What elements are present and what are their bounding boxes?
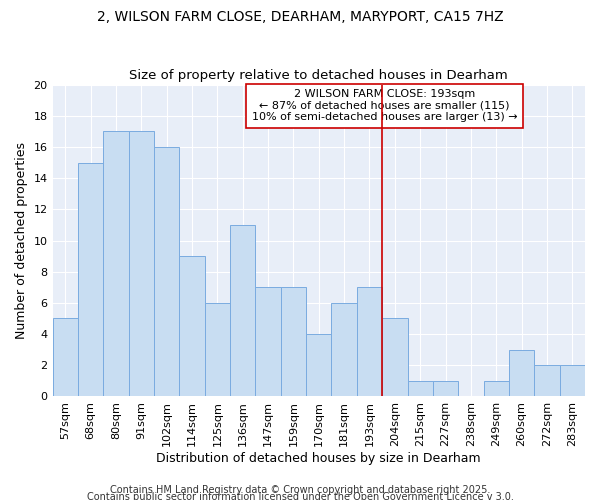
Bar	[179, 256, 205, 396]
Bar	[128, 132, 154, 396]
Bar	[433, 381, 458, 396]
Bar	[509, 350, 534, 397]
Bar	[103, 132, 128, 396]
Bar	[256, 288, 281, 397]
Bar	[78, 162, 103, 396]
Text: 2 WILSON FARM CLOSE: 193sqm
← 87% of detached houses are smaller (115)
10% of se: 2 WILSON FARM CLOSE: 193sqm ← 87% of det…	[252, 89, 518, 122]
Text: Contains public sector information licensed under the Open Government Licence v : Contains public sector information licen…	[86, 492, 514, 500]
X-axis label: Distribution of detached houses by size in Dearham: Distribution of detached houses by size …	[157, 452, 481, 465]
Bar	[154, 147, 179, 396]
Text: Contains HM Land Registry data © Crown copyright and database right 2025.: Contains HM Land Registry data © Crown c…	[110, 485, 490, 495]
Text: 2, WILSON FARM CLOSE, DEARHAM, MARYPORT, CA15 7HZ: 2, WILSON FARM CLOSE, DEARHAM, MARYPORT,…	[97, 10, 503, 24]
Y-axis label: Number of detached properties: Number of detached properties	[15, 142, 28, 339]
Title: Size of property relative to detached houses in Dearham: Size of property relative to detached ho…	[130, 69, 508, 82]
Bar	[331, 303, 357, 396]
Bar	[560, 366, 585, 396]
Bar	[281, 288, 306, 397]
Bar	[230, 225, 256, 396]
Bar	[382, 318, 407, 396]
Bar	[534, 366, 560, 396]
Bar	[53, 318, 78, 396]
Bar	[357, 288, 382, 397]
Bar	[407, 381, 433, 396]
Bar	[205, 303, 230, 396]
Bar	[306, 334, 331, 396]
Bar	[484, 381, 509, 396]
